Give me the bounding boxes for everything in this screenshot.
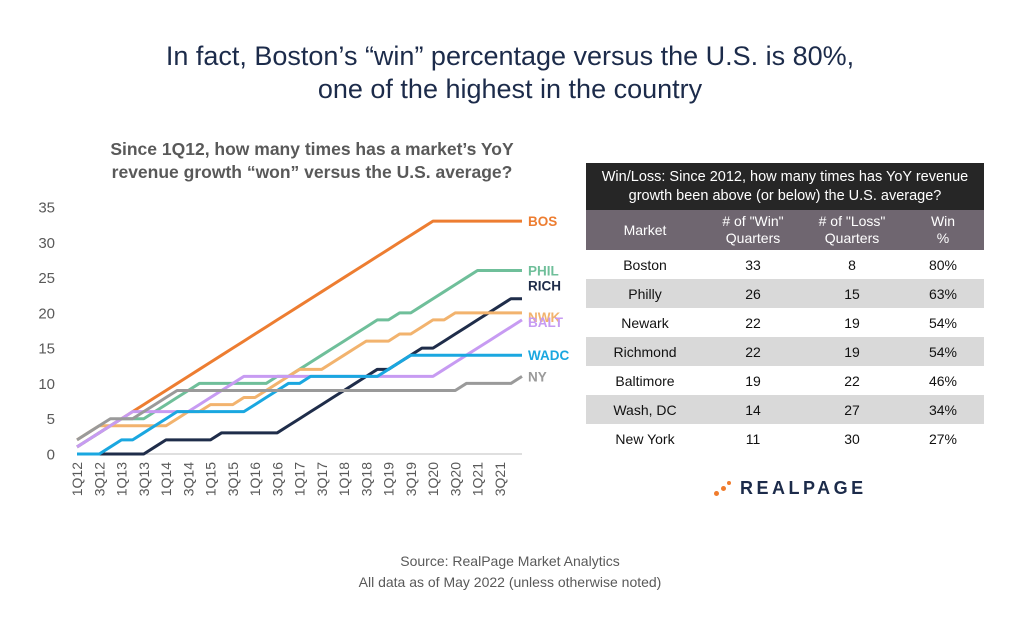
header-win-quarters: # of "Win" Quarters bbox=[704, 210, 802, 250]
table-row: New York 11 30 27% bbox=[586, 424, 984, 453]
x-tick-label: 1Q12 bbox=[69, 462, 85, 496]
source-line-2: All data as of May 2022 (unless otherwis… bbox=[358, 574, 662, 590]
cell-pct: 46% bbox=[928, 372, 958, 389]
cell-loss: 19 bbox=[844, 314, 860, 331]
logo-dots-icon bbox=[712, 480, 734, 498]
cell-win: 26 bbox=[704, 279, 802, 308]
cell-pct: 54% bbox=[902, 337, 984, 366]
table-caption: Win/Loss: Since 2012, how many times has… bbox=[586, 163, 984, 210]
x-tick-label: 1Q13 bbox=[114, 462, 130, 496]
cell-pct: 27% bbox=[928, 430, 958, 447]
cell-market: Richmond bbox=[586, 337, 704, 366]
y-tick-label: 25 bbox=[38, 270, 55, 287]
x-tick-label: 3Q18 bbox=[358, 462, 374, 496]
series-line-rich bbox=[77, 297, 522, 456]
chart-subtitle: Since 1Q12, how many times has a market’… bbox=[62, 138, 562, 184]
table-caption-line-1: Win/Loss: Since 2012, how many times has… bbox=[601, 168, 969, 185]
x-tick-label: 1Q17 bbox=[292, 462, 308, 496]
series-label-wadc: WADC bbox=[528, 348, 569, 363]
x-tick-label: 3Q14 bbox=[180, 462, 196, 496]
title-line-1: In fact, Boston’s “win” percentage versu… bbox=[165, 41, 855, 71]
cell-win: 22 bbox=[704, 337, 802, 366]
cell-loss: 8 bbox=[848, 256, 856, 273]
series-label-ny: NY bbox=[528, 369, 547, 384]
x-tick-label: 3Q21 bbox=[492, 462, 508, 496]
x-tick-label: 1Q14 bbox=[158, 462, 174, 496]
cell-market: Boston bbox=[623, 256, 667, 273]
x-tick-label: 1Q19 bbox=[381, 462, 397, 496]
cell-win: 11 bbox=[745, 430, 761, 447]
x-tick-label: 3Q13 bbox=[136, 462, 152, 496]
y-tick-label: 15 bbox=[38, 341, 55, 358]
x-tick-label: 1Q15 bbox=[203, 462, 219, 496]
table-row: Newark 22 19 54% bbox=[586, 308, 984, 337]
cell-loss: 22 bbox=[844, 372, 860, 389]
x-tick-label: 1Q16 bbox=[247, 462, 263, 496]
source-note: Source: RealPage Market Analytics All da… bbox=[0, 551, 1020, 593]
series-line-balt bbox=[76, 318, 523, 449]
table-row: Boston 33 8 80% bbox=[586, 250, 984, 279]
line-chart: 0 5 10 15 20 25 30 35 1Q12 3Q12 1Q13 3Q13 1Q14 3Q14 1Q… bbox=[38, 200, 569, 497]
x-tick-label: 1Q18 bbox=[336, 462, 352, 496]
series-label-rich: RICH bbox=[528, 279, 561, 294]
page-title: In fact, Boston’s “win” percentage versu… bbox=[0, 40, 1020, 106]
cell-loss: 30 bbox=[844, 430, 860, 447]
cell-pct: 34% bbox=[902, 395, 984, 424]
table-header-row: Market # of "Win" Quarters # of "Loss" Qua… bbox=[586, 210, 984, 250]
cell-win: 22 bbox=[745, 314, 761, 331]
y-tick-label: 5 bbox=[47, 411, 55, 428]
table-row: Wash, DC 14 27 34% bbox=[586, 395, 984, 424]
cell-win: 19 bbox=[745, 372, 761, 389]
logo-text: REALPAGE bbox=[740, 478, 867, 498]
x-tick-label: 3Q17 bbox=[314, 462, 330, 496]
series-label-phil: PHIL bbox=[528, 264, 559, 279]
realpage-logo: REALPAGE bbox=[712, 478, 867, 499]
series-line-ny bbox=[76, 375, 523, 442]
table-caption-line-2: growth been above (or below) the U.S. av… bbox=[628, 187, 942, 204]
x-tick-label: 3Q16 bbox=[269, 462, 285, 496]
cell-pct: 80% bbox=[928, 256, 958, 273]
chart-subtitle-line-2: revenue growth “won” versus the U.S. ave… bbox=[111, 162, 513, 182]
win-loss-table: Win/Loss: Since 2012, how many times has… bbox=[586, 163, 984, 453]
chart-subtitle-line-1: Since 1Q12, how many times has a market’… bbox=[110, 139, 514, 159]
x-tick-label: 3Q20 bbox=[447, 462, 463, 496]
cell-market: Baltimore bbox=[615, 372, 675, 389]
series-label-nwk: NWK bbox=[528, 310, 560, 325]
x-tick-label: 1Q20 bbox=[425, 462, 441, 496]
cell-market: Wash, DC bbox=[586, 395, 704, 424]
series-label-balt: BALT bbox=[528, 315, 564, 330]
cell-pct: 63% bbox=[902, 279, 984, 308]
table-row: Richmond 22 19 54% bbox=[586, 337, 984, 366]
y-tick-label: 10 bbox=[38, 376, 55, 393]
cell-loss: 19 bbox=[802, 337, 902, 366]
series-label-bos: BOS bbox=[528, 214, 557, 229]
y-tick-label: 35 bbox=[38, 200, 55, 217]
header-loss-quarters: # of "Loss" Quarters bbox=[802, 210, 902, 250]
y-tick-label: 20 bbox=[38, 305, 55, 322]
x-tick-label: 3Q15 bbox=[225, 462, 241, 496]
x-tick-label: 3Q12 bbox=[91, 462, 107, 496]
cell-loss: 15 bbox=[802, 279, 902, 308]
x-tick-label: 3Q19 bbox=[403, 462, 419, 496]
series-line-wadc bbox=[77, 353, 522, 456]
cell-win: 14 bbox=[704, 395, 802, 424]
series-line-nwk bbox=[76, 311, 522, 442]
title-line-2: one of the highest in the country bbox=[317, 74, 703, 104]
series-line-bos bbox=[76, 219, 522, 449]
cell-market: Newark bbox=[621, 314, 669, 331]
cell-market: New York bbox=[615, 430, 675, 447]
cell-loss: 27 bbox=[802, 395, 902, 424]
cell-market: Philly bbox=[586, 279, 704, 308]
source-line-1: Source: RealPage Market Analytics bbox=[400, 553, 620, 569]
y-tick-label: 0 bbox=[47, 447, 55, 464]
header-market: Market bbox=[586, 210, 704, 250]
cell-pct: 54% bbox=[928, 314, 958, 331]
table-row: Baltimore 19 22 46% bbox=[586, 366, 984, 395]
y-tick-label: 30 bbox=[38, 235, 55, 252]
cell-win: 33 bbox=[745, 256, 761, 273]
table-row: Philly 26 15 63% bbox=[586, 279, 984, 308]
header-win-pct: Win% bbox=[902, 210, 984, 250]
x-tick-label: 1Q21 bbox=[470, 462, 486, 496]
